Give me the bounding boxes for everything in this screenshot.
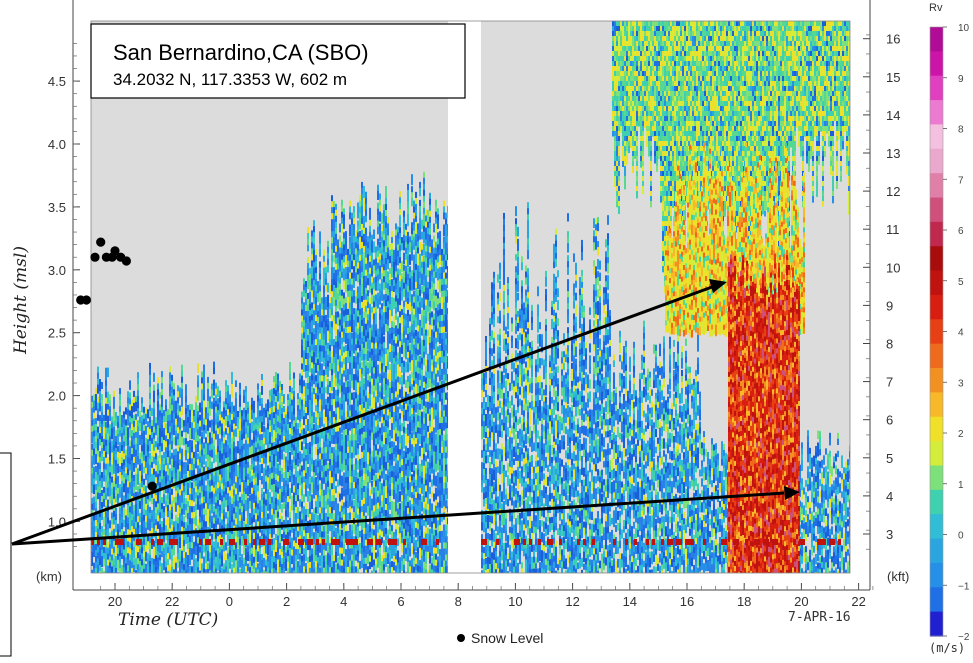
y-tick-label: 2.0 (48, 389, 66, 404)
snow-level-point (81, 295, 91, 305)
y2-tick-label: 4 (886, 489, 893, 504)
annotation-box (0, 452, 12, 657)
colorbar-segment (930, 221, 943, 247)
colorbar-tick-label: 0 (958, 531, 964, 542)
colorbar-tick-label: 4 (958, 328, 964, 339)
colorbar-tick-label: 5 (958, 277, 964, 288)
legend-label: Snow Level (471, 630, 543, 646)
y-tick-label: 4.5 (48, 74, 66, 89)
x-tick-label: 2 (283, 594, 290, 609)
y2-tick-label: 16 (886, 32, 900, 47)
colorbar-segment (930, 75, 943, 101)
colorbar-segment (930, 294, 943, 320)
x-tick-label: 8 (455, 594, 462, 609)
colorbar-segment (930, 416, 943, 442)
y-tick-label: 2.5 (48, 326, 66, 341)
colorbar-segment (930, 441, 943, 467)
colorbar-segment (930, 562, 943, 588)
site-info-box: San Bernardino,CA (SBO) 34.2032 N, 117.3… (90, 23, 466, 99)
x-tick-label: 20 (108, 594, 122, 609)
snow-level-point (90, 252, 100, 262)
snow-level-legend: Snow Level (457, 630, 543, 646)
y-axis-title: Height (msl) (11, 246, 31, 355)
x-tick-label: 18 (737, 594, 751, 609)
snow-level-point (147, 481, 157, 491)
colorbar-unit: (m/s) (929, 641, 965, 655)
y2-tick-label: 14 (886, 108, 900, 123)
y-tick-label: 4.0 (48, 137, 66, 152)
colorbar-segment (930, 611, 943, 637)
legend-marker (457, 634, 465, 642)
site-name: San Bernardino,CA (SBO) (113, 40, 369, 65)
colorbar-segment (930, 368, 943, 393)
y-tick-label: 3.5 (48, 200, 66, 215)
snow-level-point (96, 237, 106, 247)
y2-tick-label: 15 (886, 70, 900, 85)
colorbar-segment (930, 587, 943, 613)
x-tick-label: 22 (165, 594, 179, 609)
y2-tick-label: 9 (886, 298, 893, 313)
y-tick-label: 1.5 (48, 452, 66, 467)
y-axis-right: 3 4 5 6 7 8 9 10 11 12 13 14 15 16 (863, 32, 900, 550)
colorbar-tick-label: 2 (958, 429, 964, 440)
colorbar-tick-label: −1 (958, 581, 970, 592)
colorbar-segment (930, 124, 943, 150)
x-tick-label: 6 (397, 594, 404, 609)
date-label: 7-APR-16 (788, 610, 851, 625)
colorbar-tick-label: 7 (958, 175, 964, 186)
x-axis-title: Time (UTC) (118, 610, 218, 630)
x-tick-label: 20 (794, 594, 808, 609)
y2-tick-label: 10 (886, 260, 900, 275)
colorbar-segment (930, 27, 943, 52)
colorbar-tick-label: 8 (958, 125, 964, 136)
colorbar-segment (930, 173, 943, 199)
colorbar-segment (930, 538, 943, 564)
colorbar-segment (930, 489, 943, 515)
colorbar-tick-label: 10 (958, 23, 970, 34)
y-axis-left: 1.01.52.02.53.03.54.04.5 (48, 43, 80, 547)
colorbar-segment (930, 514, 943, 540)
x-tick-label: 0 (226, 594, 233, 609)
colorbar-segment (930, 197, 943, 223)
right-unit-label: (kft) (887, 569, 909, 584)
colorbar-segment (930, 465, 943, 491)
colorbar-segment (930, 246, 943, 272)
y2-tick-label: 6 (886, 413, 893, 428)
colorbar-segment (930, 270, 943, 296)
colorbar-segment (930, 392, 943, 418)
data-gap (448, 21, 481, 573)
y2-tick-label: 13 (886, 146, 900, 161)
x-tick-label: 4 (340, 594, 347, 609)
left-unit-label: (km) (36, 569, 62, 584)
x-tick-label: 16 (680, 594, 694, 609)
colorbar-segment (930, 343, 943, 369)
x-tick-label: 22 (851, 594, 865, 609)
y2-tick-label: 8 (886, 337, 893, 352)
colorbar-segment (930, 51, 943, 77)
colorbar-tick-label: 3 (958, 378, 964, 389)
x-axis: 20 22 0 2 4 6 8 10 12 14 16 18 20 22 (100, 583, 874, 609)
colorbar-tick-label: 6 (958, 226, 964, 237)
colorbar-segment (930, 148, 943, 174)
colorbar-segment (930, 319, 943, 345)
y2-tick-label: 7 (886, 375, 893, 390)
y2-tick-label: 11 (886, 222, 900, 237)
colorbar-tick-label: 9 (958, 74, 964, 85)
colorbar-tick-label: 1 (958, 480, 964, 491)
x-tick-label: 14 (623, 594, 637, 609)
colorbar-title: Rv (929, 2, 943, 14)
snow-level-point (121, 256, 131, 266)
y2-tick-label: 3 (886, 527, 893, 542)
y2-tick-label: 5 (886, 451, 893, 466)
site-coords: 34.2032 N, 117.3353 W, 602 m (113, 70, 347, 89)
y-tick-label: 3.0 (48, 263, 66, 278)
colorbar-segment (930, 100, 943, 126)
x-tick-label: 12 (565, 594, 579, 609)
x-tick-label: 10 (508, 594, 522, 609)
y2-tick-label: 12 (886, 184, 900, 199)
